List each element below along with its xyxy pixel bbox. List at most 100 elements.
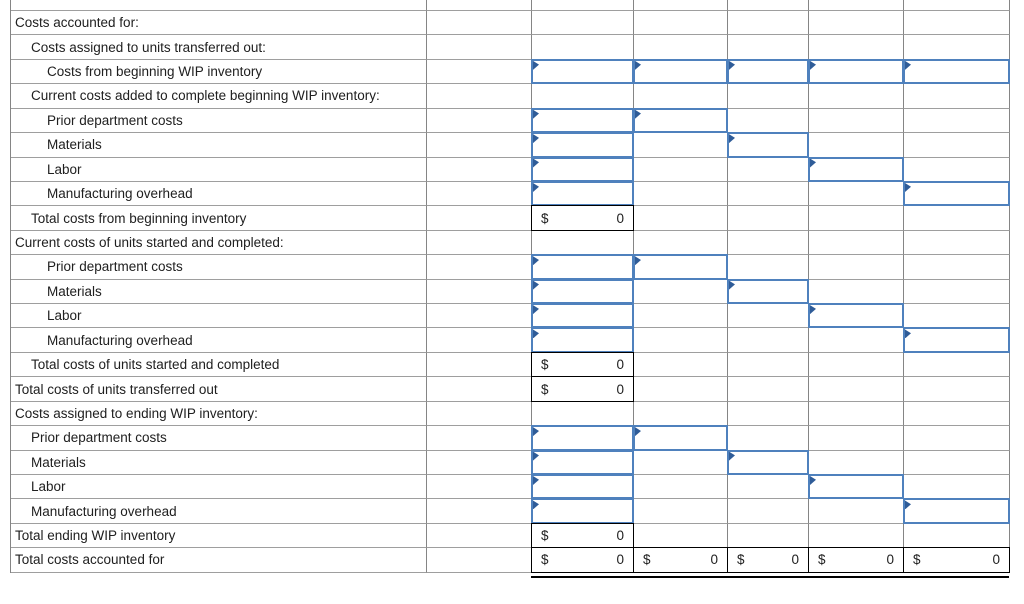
- currency-symbol: $: [541, 552, 549, 568]
- amount-input[interactable]: [727, 132, 809, 158]
- amount-cell: [633, 58, 728, 85]
- amount-input[interactable]: [531, 474, 634, 500]
- amount-cell: [809, 181, 904, 207]
- amount-input[interactable]: [808, 156, 904, 182]
- spacer-cell: [427, 157, 532, 182]
- amount-input[interactable]: [903, 498, 1010, 524]
- row-label: Labor: [11, 157, 427, 182]
- amount-input[interactable]: [633, 58, 728, 85]
- input-flag-icon: [635, 109, 641, 119]
- amount-input[interactable]: [633, 254, 728, 280]
- currency-symbol: $: [541, 357, 549, 373]
- amount-input[interactable]: [531, 107, 634, 134]
- amount-cell: [809, 450, 904, 476]
- amount-cell: $0: [903, 547, 1010, 573]
- spacer-cell: [427, 59, 532, 85]
- amount-cell: [634, 475, 728, 500]
- amount-cell: [531, 474, 634, 500]
- amount-input[interactable]: [808, 58, 904, 85]
- currency-symbol: $: [541, 210, 549, 226]
- amount-cell: [531, 425, 634, 451]
- amount-input[interactable]: [531, 327, 634, 353]
- input-flag-icon: [905, 500, 911, 510]
- amount-cell: [633, 254, 728, 280]
- amount-cell: [808, 58, 904, 85]
- amount-input[interactable]: [531, 156, 634, 182]
- input-flag-icon: [533, 476, 539, 486]
- amount-input[interactable]: [531, 254, 634, 280]
- total-value: 0: [616, 552, 624, 568]
- amount-cell: [809, 352, 904, 378]
- input-flag-icon: [533, 305, 539, 315]
- amount-input[interactable]: [531, 449, 634, 476]
- amount-cell: [727, 449, 809, 476]
- amount-input[interactable]: [808, 303, 904, 329]
- amount-input[interactable]: [531, 278, 634, 305]
- amount-cell: [728, 181, 809, 207]
- amount-input[interactable]: [903, 180, 1010, 207]
- amount-input[interactable]: [727, 449, 809, 476]
- amount-cell: [904, 11, 1010, 36]
- amount-cell: $0: [531, 522, 634, 549]
- amount-input[interactable]: [727, 278, 809, 305]
- amount-cell: [728, 255, 809, 280]
- spacer-cell: [427, 523, 532, 549]
- amount-cell: [531, 156, 634, 182]
- amount-input[interactable]: [633, 107, 728, 134]
- amount-cell: [809, 377, 904, 402]
- input-flag-icon: [635, 427, 641, 437]
- amount-input[interactable]: [531, 498, 634, 524]
- amount-input[interactable]: [633, 425, 728, 451]
- amount-input[interactable]: [727, 58, 809, 85]
- amount-cell: [904, 255, 1010, 280]
- amount-cell: [634, 181, 728, 207]
- input-flag-icon: [729, 280, 735, 290]
- row-label: Materials: [11, 133, 427, 158]
- amount-cell: [904, 304, 1010, 329]
- row-label: Costs assigned to ending WIP inventory:: [11, 401, 427, 427]
- amount-cell: [634, 133, 728, 158]
- amount-cell: [904, 377, 1010, 402]
- row-label: Current costs added to complete beginnin…: [11, 84, 427, 109]
- input-flag-icon: [810, 476, 816, 486]
- input-flag-icon: [729, 134, 735, 144]
- amount-input[interactable]: [531, 425, 634, 451]
- input-flag-icon: [533, 182, 539, 192]
- amount-cell: [634, 11, 728, 36]
- spacer-cell: [427, 304, 532, 329]
- amount-cell: [904, 475, 1010, 500]
- amount-cell: [532, 84, 634, 109]
- row-label: Costs from beginning WIP inventory: [11, 59, 427, 85]
- amount-cell: [531, 180, 634, 207]
- amount-cell: [531, 254, 634, 280]
- total-cell: $0: [531, 522, 634, 549]
- amount-cell: [634, 377, 728, 402]
- amount-cell: [728, 108, 809, 134]
- amount-input[interactable]: [903, 58, 1010, 85]
- amount-cell: [904, 206, 1010, 231]
- amount-cell: [531, 107, 634, 134]
- amount-input[interactable]: [531, 132, 634, 158]
- amount-cell: [532, 35, 634, 60]
- input-flag-icon: [533, 451, 539, 461]
- spacer-cell: [427, 548, 532, 573]
- amount-cell: [634, 352, 728, 378]
- amount-input[interactable]: [531, 58, 634, 85]
- amount-cell: [809, 328, 904, 353]
- spacer-cell: [427, 255, 532, 280]
- input-flag-icon: [905, 329, 911, 339]
- row-label: Prior department costs: [11, 426, 427, 451]
- row-label: Prior department costs: [11, 255, 427, 280]
- amount-cell: [728, 304, 809, 329]
- amount-input[interactable]: [808, 474, 904, 500]
- total-cell: $0: [531, 547, 634, 573]
- amount-input[interactable]: [531, 303, 634, 329]
- amount-cell: [633, 425, 728, 451]
- amount-cell: [531, 303, 634, 329]
- total-cell: $0: [531, 376, 634, 402]
- amount-cell: [728, 0, 809, 11]
- amount-cell: [809, 133, 904, 158]
- amount-input[interactable]: [531, 180, 634, 207]
- amount-input[interactable]: [903, 327, 1010, 353]
- double-underline: [531, 576, 1009, 578]
